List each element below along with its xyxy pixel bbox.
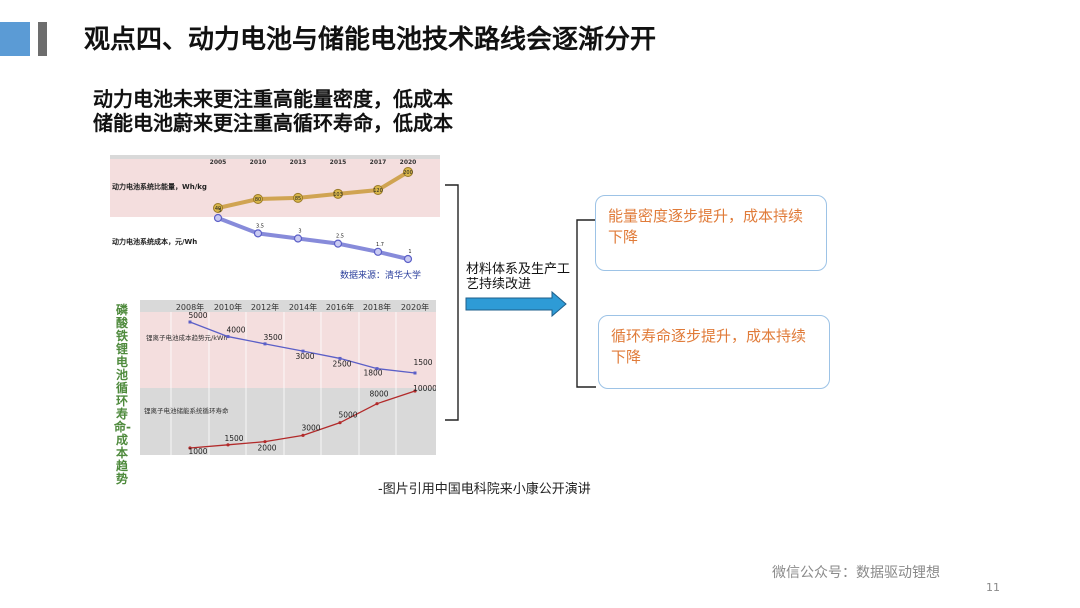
- cost-point: [213, 213, 223, 223]
- subtitle-storage-battery: 储能电池蔚来更注重高循环寿命，低成本: [93, 111, 453, 135]
- bottom-year-label: 2018年: [363, 302, 391, 312]
- cost-point: [403, 254, 413, 264]
- top-year-label: 2005: [210, 159, 227, 166]
- energy-value: 80: [255, 197, 261, 203]
- bottom-year-label: 2008年: [176, 302, 204, 312]
- energy-value: 103: [333, 192, 343, 198]
- cycle-life-point: [375, 402, 379, 406]
- cycle-life-point: [338, 421, 342, 425]
- cost-value: 1.7: [376, 242, 384, 248]
- bottom-year-label: 2012年: [251, 302, 279, 312]
- top-year-label: 2015: [330, 159, 347, 166]
- cycle-life-value: 1000: [188, 447, 207, 455]
- wechat-label: 微信公众号：数据驱动锂想: [772, 565, 940, 581]
- image-caption: -图片引用中国电科院来小康公开演讲: [378, 482, 591, 497]
- cost-value: 5: [218, 208, 221, 214]
- energy-value: 200: [403, 170, 413, 176]
- top-year-label: 2013: [290, 159, 307, 166]
- li-cost-point: [188, 320, 192, 324]
- energy-point: [213, 203, 223, 213]
- li-cost-point: [338, 356, 342, 360]
- energy-point: [333, 188, 343, 199]
- header-accent-bar: [38, 22, 47, 56]
- cycle-life-value: 10000: [413, 384, 436, 393]
- energy-value: 85: [295, 196, 301, 202]
- li-cost-point: [375, 367, 379, 371]
- cycle-life-label: 锂离子电池储能系统循环寿命: [144, 406, 229, 415]
- cycle-life-value: 2000: [257, 444, 276, 453]
- energy-point: [373, 185, 383, 195]
- li-cost-value: 2500: [332, 359, 351, 368]
- energy-density-box: 能量密度逐步提升，成本持续下降: [595, 195, 827, 271]
- subtitle-power-battery: 动力电池未来更注重高能量密度，低成本: [93, 87, 453, 111]
- cost-point: [293, 234, 303, 243]
- cycle-life-value: 8000: [369, 390, 388, 399]
- energy-axis-label: 动力电池系统比能量，Wh/kg: [112, 182, 207, 191]
- bottom-year-label: 2014年: [289, 302, 317, 312]
- cost-axis-label: 动力电池系统成本，元/Wh: [112, 237, 197, 246]
- chart-side-label: 磷酸铁锂电池循环寿命-成本趋势: [114, 303, 131, 486]
- cycle-life-point: [301, 433, 305, 437]
- li-cost-point: [413, 371, 417, 375]
- cost-value: 3: [298, 229, 301, 235]
- energy-point: [293, 192, 303, 203]
- energy-cost-chart: 2005 2010 2013 2015 2017 2020 动力电池系统比能量，Wh/kg…: [110, 155, 440, 290]
- cycle-life-value: 3000: [301, 423, 320, 432]
- cycle-life-value: 5000: [338, 411, 357, 420]
- bottom-year-label: 2020年: [401, 302, 429, 312]
- li-cost-value: 1800: [363, 369, 382, 378]
- energy-point: [253, 194, 263, 204]
- arrow-text: 材料体系及生产工艺持续改进: [466, 262, 571, 292]
- li-cost-point: [263, 342, 267, 346]
- bottom-year-label: 2016年: [326, 302, 354, 312]
- bottom-year-label: 2010年: [214, 302, 242, 312]
- cycle-life-point: [413, 389, 417, 393]
- cycle-life-value: 1500: [224, 434, 243, 443]
- cost-value: 1: [408, 249, 411, 255]
- cycle-cost-chart: 2008年 2010年 2012年 2014年 2016年 2018年 2020年 锂离子电…: [140, 300, 436, 455]
- energy-value: 40: [215, 206, 221, 212]
- cycle-life-point: [263, 440, 267, 444]
- cycle-life-point: [226, 443, 230, 447]
- page-number: 11: [986, 581, 1000, 594]
- li-cost-value: 5000: [188, 311, 207, 320]
- li-cost-value: 1500: [413, 358, 432, 367]
- top-year-label: 2017: [370, 159, 387, 166]
- li-cost-point: [301, 349, 305, 353]
- source-label: 数据来源：清华大学: [340, 269, 421, 281]
- cycle-life-box: 循环寿命逐步提升，成本持续下降: [598, 315, 830, 389]
- right-bracket: [576, 219, 596, 388]
- cost-point: [373, 247, 383, 256]
- cost-point: [333, 239, 343, 248]
- header-accent-block: [0, 22, 30, 56]
- slide-title: 观点四、动力电池与储能电池技术路线会逐渐分开: [84, 25, 657, 55]
- cost-point: [253, 229, 263, 238]
- li-cost-value: 3000: [295, 352, 314, 361]
- li-cost-point: [226, 335, 230, 339]
- li-cost-value: 4000: [226, 326, 245, 335]
- energy-point: [403, 167, 413, 177]
- cost-value: 2.5: [336, 234, 344, 240]
- cost-value: 3.5: [256, 223, 264, 229]
- li-cost-value: 3500: [263, 333, 282, 342]
- cycle-life-point: [188, 446, 192, 450]
- li-cost-label: 锂离子电池成本趋势元/kWh: [146, 333, 228, 342]
- flow-connector: [445, 184, 567, 421]
- energy-value: 120: [373, 188, 383, 194]
- top-year-label: 2020: [400, 159, 417, 166]
- top-year-label: 2010: [250, 159, 267, 166]
